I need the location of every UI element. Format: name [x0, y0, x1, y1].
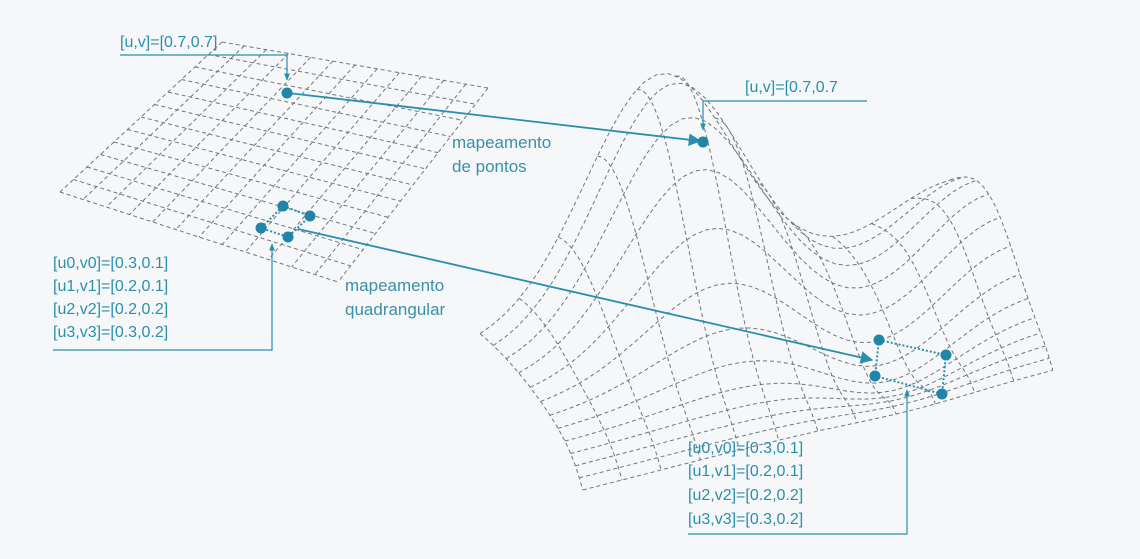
flat-grid-line — [175, 60, 334, 230]
left-quad-callout: [u0,v0]=[0.3,0.1] [u1,v1]=[0.2,0.1] [u2,… — [53, 243, 275, 351]
left-quad-leader — [53, 243, 275, 351]
point-mapping-line2: de pontos — [452, 157, 527, 176]
flat-grid-line — [140, 116, 414, 186]
surface-mesh-line — [479, 73, 951, 335]
left-point — [281, 87, 293, 99]
right-quad-label-1: [u1,v1]=[0.2,0.1] — [688, 463, 803, 480]
flat-grid-line — [105, 49, 267, 208]
flat-grid-line — [154, 104, 426, 170]
right-quad-point-3 — [869, 370, 881, 382]
quad-mapping-annotation: mapeamento quadrangular — [345, 276, 446, 319]
right-quad-outline — [873, 338, 948, 396]
left-point-callout: [u,v]=[0.7,0.7] — [120, 34, 290, 81]
flat-grid-line — [113, 141, 389, 218]
surface-mesh-line — [540, 245, 1011, 402]
right-quad-point-2 — [936, 388, 948, 400]
flat-grid-line — [181, 79, 451, 137]
right-point-callout: [u,v]=[0.7,0.7 — [700, 79, 867, 131]
right-quad-point-1 — [940, 349, 952, 361]
flat-grid-line — [127, 129, 401, 202]
flat-grid-line — [86, 166, 364, 251]
surface-mesh-line — [675, 75, 780, 441]
right-quad-callout: [u0,v0]=[0.3,0.1] [u1,v1]=[0.2,0.1] [u2,… — [688, 389, 910, 535]
flat-grid-line — [208, 54, 476, 105]
surface-mesh-line — [518, 169, 989, 374]
right-point — [697, 136, 709, 148]
left-quad-label-2: [u2,v2]=[0.2,0.2] — [53, 301, 168, 318]
quad-mapping-line1: mapeamento — [345, 276, 444, 295]
surface-mesh-line — [549, 273, 1021, 416]
surface-mesh-line — [479, 333, 584, 491]
right-point-label: [u,v]=[0.7,0.7 — [745, 79, 838, 96]
point-mapping-arrow — [287, 92, 702, 146]
surface-mesh-line — [597, 155, 701, 461]
quad-mapping-arrow — [297, 228, 874, 364]
surface-mesh-line — [753, 179, 858, 423]
left-quad-point-3 — [255, 222, 267, 234]
left-point-label: [u,v]=[0.7,0.7] — [120, 34, 217, 51]
flat-grid-line — [244, 72, 400, 253]
flat-grid-line — [291, 80, 445, 268]
left-quad-point-1 — [304, 210, 316, 222]
right-quad-leader — [688, 389, 910, 535]
right-quad-point-0 — [873, 334, 885, 346]
surface-mesh-line — [910, 197, 1015, 382]
left-quad — [255, 200, 316, 243]
flat-grid-line — [100, 154, 376, 234]
flat-grid-line — [268, 76, 422, 260]
left-quad-point-2 — [282, 231, 294, 243]
surface-mesh-line — [493, 82, 964, 346]
surface-mesh-line — [506, 116, 977, 360]
quad-mapping-line2: quadrangular — [345, 300, 446, 319]
flat-uv-grid — [59, 41, 489, 283]
flat-grid-line — [73, 179, 351, 267]
left-quad-label-0: [u0,v0]=[0.3,0.1] — [53, 255, 168, 272]
right-quad-label-0: [u0,v0]=[0.3,0.1] — [688, 440, 803, 457]
surface-mesh-line — [570, 332, 1041, 454]
right-quad-label-2: [u2,v2]=[0.2,0.2] — [688, 487, 803, 504]
surface-mesh-line — [636, 89, 740, 451]
right-quad-label-3: [u3,v3]=[0.3,0.2] — [688, 511, 803, 528]
surface-mesh-line — [579, 357, 1050, 479]
surface-mesh-line — [557, 297, 1029, 429]
point-mapping-annotation: mapeamento de pontos — [452, 133, 551, 176]
surface-mesh-line — [582, 369, 1053, 491]
left-quad-label-3: [u3,v3]=[0.3,0.2] — [53, 324, 168, 341]
deformed-surface-mesh — [479, 73, 1054, 491]
left-quad-label-1: [u1,v1]=[0.2,0.1] — [53, 278, 168, 295]
left-point-leader — [120, 54, 290, 81]
left-quad-point-0 — [277, 200, 289, 212]
surface-mesh-line — [575, 345, 1046, 467]
surface-mesh-line — [832, 236, 936, 405]
flat-grid-line — [337, 87, 489, 283]
point-mapping-line1: mapeamento — [452, 133, 551, 152]
flat-grid-line — [314, 83, 467, 275]
flat-grid-line — [198, 64, 356, 238]
surface-mesh-line — [564, 317, 1036, 442]
surface-mesh-line — [529, 216, 1001, 388]
right-point-leader — [700, 100, 867, 131]
right-quad — [869, 334, 952, 400]
